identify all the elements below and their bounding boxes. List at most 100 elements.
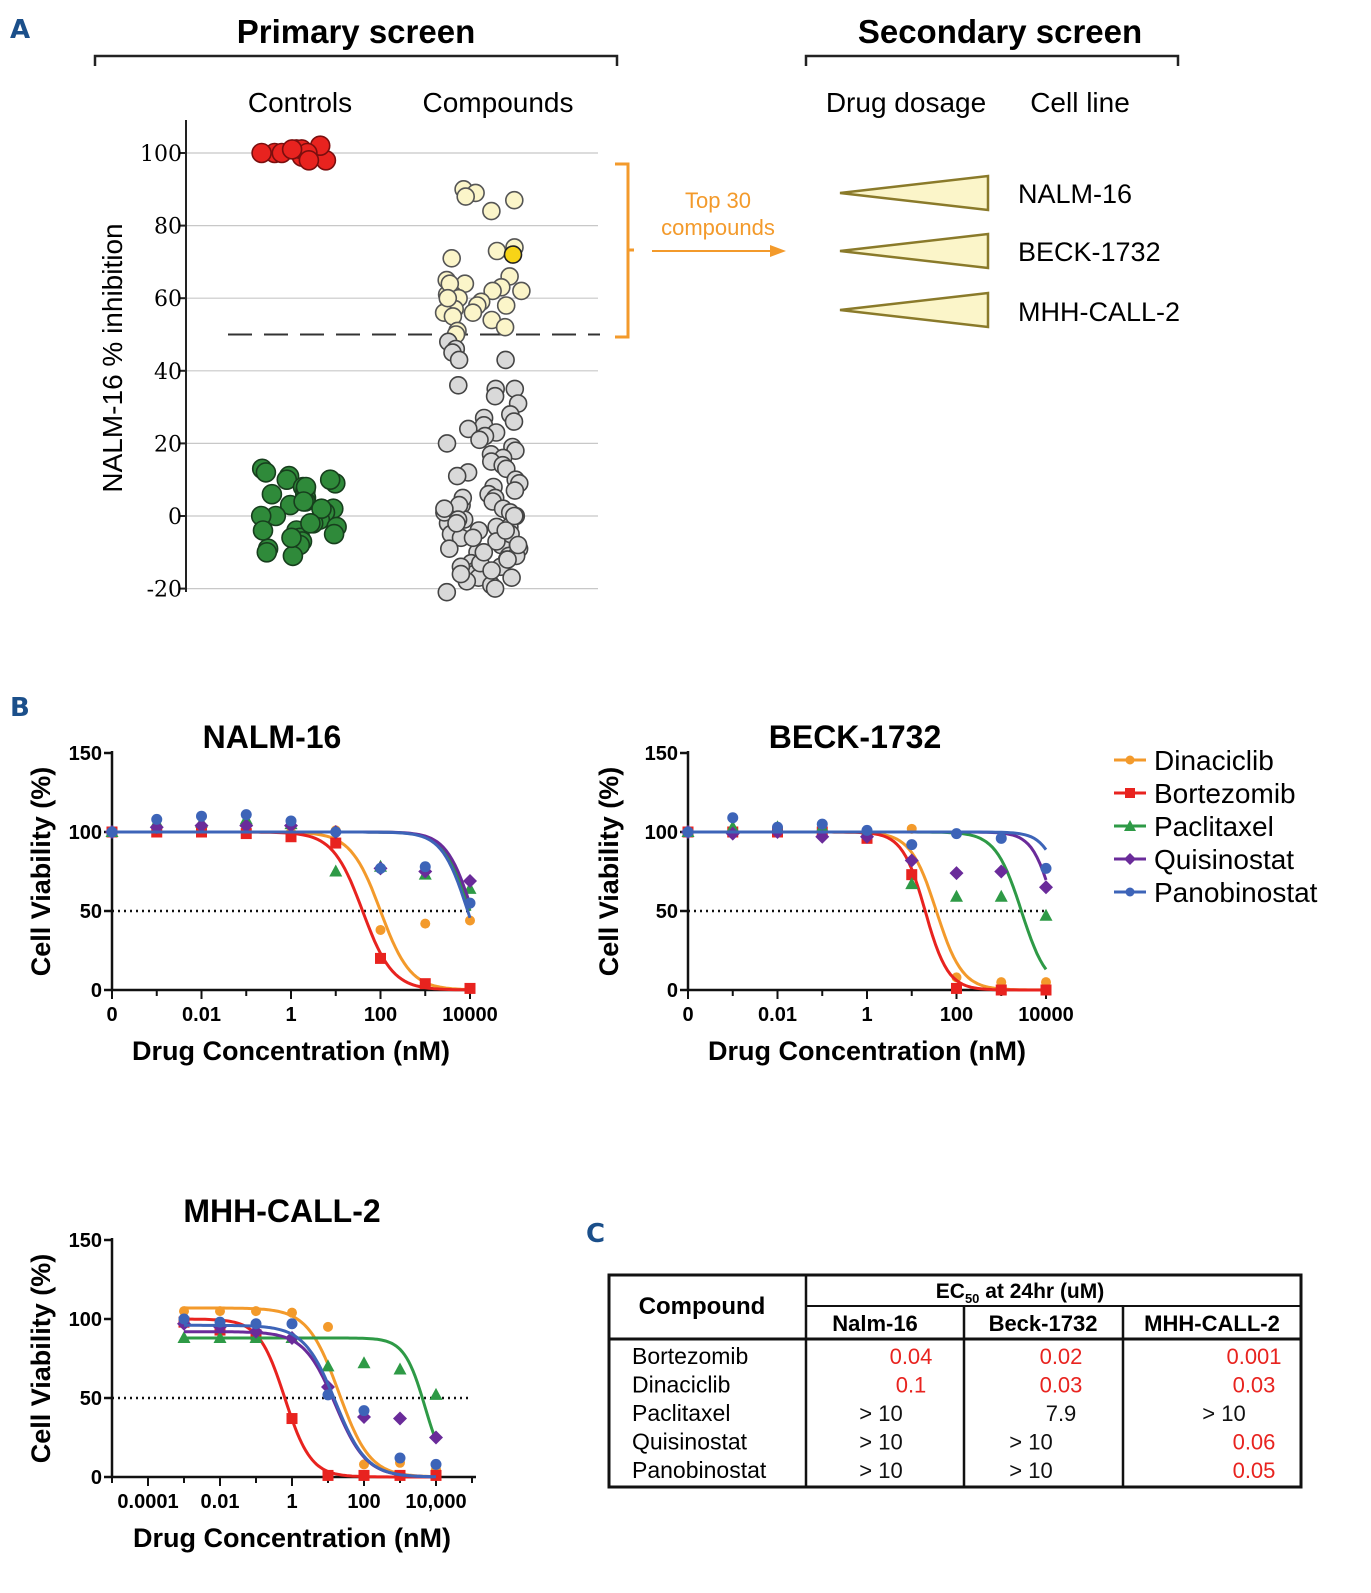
fit-curve [112,830,471,992]
series-dinaciclib [107,823,475,992]
data-point [215,1306,225,1317]
x-axis-label: Drug Concentration (nM) [132,1036,450,1066]
other-compounds-point [470,430,489,450]
fit-curve [184,1317,436,1479]
legend-label: Quisinostat [1154,844,1294,875]
fit-curve [112,830,472,912]
fit-curve [184,1336,438,1442]
top-30-compounds-point [495,317,515,337]
y-axis-label: Cell Viability (%) [26,767,56,977]
chart-title: MHH-CALL-2 [183,1193,380,1229]
table-row: Quisinostat > 10 > 10 0.06 [632,1429,1275,1455]
data-point [359,1459,369,1470]
data-point [151,813,163,825]
data-point [905,877,919,890]
chart-title: BECK-1732 [769,719,942,755]
y-tick-label: 0 [91,980,102,1002]
highlighted-compound-point [503,245,523,264]
data-point [249,1324,263,1339]
y-tick-label: 100 [69,1309,102,1331]
y-tick-label: 100 [645,822,678,844]
data-point [429,1387,443,1400]
table-cell-value: > 10 [1009,1430,1052,1455]
panel-label-a: A [10,15,30,45]
data-point [239,818,254,833]
primary-y-ticks: 100 80 60 40 20 0 -20 [140,142,186,603]
x-tick-label: 0.01 [201,1491,240,1513]
legend-marker [1124,820,1136,831]
y-tick-label: 50 [80,1388,102,1410]
legend-item-dinaciclib: Dinaciclib [1114,745,1274,776]
cell-line-nalm16: NALM-16 [1018,179,1132,209]
cell-line-beck1732: BECK-1732 [1018,237,1161,267]
y-tick-label: 0 [168,505,182,530]
data-point [394,1452,406,1464]
negative-controls-point [323,523,345,545]
negative-controls-point [282,545,304,567]
legend-item-panobinostat: Panobinostat [1114,877,1318,908]
data-point [358,1469,370,1481]
other-compounds-point [504,506,524,526]
table-cell-value: 0.05 [1233,1458,1276,1483]
negative-controls-point [319,469,341,491]
data-point [904,853,919,868]
legend-label: Panobinostat [1154,877,1318,908]
chart-beck1732: BECK-1732 Cell Viability (%) Drug Concentr… [594,719,1074,1066]
ec50-table: Compound EC50 at 24hr (uM) Nalm-16 Beck-… [607,1273,1303,1489]
table-row: Panobinostat > 10 > 10 0.05 [632,1457,1275,1483]
data-point [251,1306,261,1317]
negative-controls-point [252,520,274,541]
x-axis-label: Drug Concentration (nM) [708,1036,1026,1066]
positive-controls-point [251,142,272,164]
x-tick-label: 0 [682,1004,693,1026]
table-cell-value: > 10 [859,1401,902,1426]
data-point [726,820,740,833]
y-tick-label: 150 [645,743,678,765]
y-tick-label: 100 [140,142,182,167]
fit-curve [112,830,472,905]
data-point [465,915,475,926]
fit-curve [112,830,470,992]
x-tick-label: 10,000 [405,1491,466,1513]
table-cell-value: > 10 [859,1458,902,1483]
other-compounds-point [485,579,505,598]
table-row: Paclitaxel > 10 7.9 > 10 [632,1400,1246,1426]
negative-controls-point [255,462,277,483]
legend-item-bortezomib: Bortezomib [1114,778,1296,809]
top-30-compounds-point [482,201,501,221]
fit-curve [688,830,1046,992]
legend-marker [1125,755,1135,765]
y-axis-label: Cell Viability (%) [594,767,624,977]
positive-controls-point [281,139,303,160]
table-header-compound: Compound [639,1293,766,1320]
chart-nalm16: NALM-16 Cell Viability (%) Drug Concentrat… [26,719,498,1066]
top-compounds-label-line1: Top 30 [685,188,751,213]
compounds-label: Compounds [423,87,574,118]
primary-gridlines [186,152,598,590]
other-compounds-point [482,561,501,580]
panel-label-c: C [586,1219,605,1249]
data-point [951,828,962,840]
table-cell-value: 0.06 [1233,1430,1276,1455]
data-point [285,815,297,827]
data-point [179,1306,189,1317]
data-point [106,826,118,838]
data-point [463,873,477,888]
data-point [949,866,964,881]
data-point [240,809,252,821]
data-point [464,897,476,909]
legend-marker [1124,853,1136,865]
cell-line-mhhcall2: MHH-CALL-2 [1018,297,1180,327]
data-point [323,1321,333,1332]
data-point [906,839,918,851]
other-compounds-point [458,419,478,439]
table-body: Bortezomib 0.04 0.02 0.001 Dinaciclib 0.1 0.03… [632,1343,1282,1483]
top-30-compounds-point [487,241,507,261]
data-point [196,810,207,822]
table-col-nalm16: Nalm-16 [832,1311,918,1336]
legend-marker [1125,887,1135,897]
data-point [330,837,342,849]
data-point [464,982,476,994]
primary-screen-bracket [93,54,619,66]
y-tick-label: 40 [154,360,182,385]
